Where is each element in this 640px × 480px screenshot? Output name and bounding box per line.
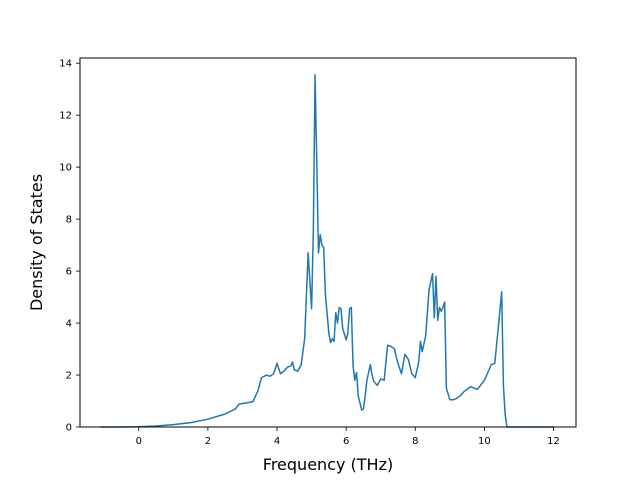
x-tick-label: 2 [205,436,211,447]
x-axis-label: Frequency (THz) [263,455,393,474]
y-axis-label: Density of States [27,174,46,311]
dos-series-line [100,74,554,428]
x-tick-label: 8 [412,436,418,447]
x-tick-label: 10 [478,436,491,447]
y-axis-ticks: 0 2 4 6 8 10 12 14 [59,59,80,434]
plot-area [100,74,554,428]
y-tick-label: 4 [66,319,72,330]
x-tick-label: 4 [274,436,280,447]
axes-frame [79,57,577,428]
y-tick-label: 14 [59,59,72,70]
x-tick-label: 6 [343,436,349,447]
y-tick-label: 12 [59,111,72,122]
x-axis-ticks: 0 2 4 6 8 10 12 [136,427,560,447]
y-tick-label: 2 [66,371,72,382]
x-tick-label: 12 [547,436,560,447]
y-tick-label: 6 [66,267,72,278]
y-tick-label: 8 [66,215,72,226]
y-tick-label: 10 [59,163,72,174]
y-tick-label: 0 [66,423,72,434]
x-tick-label: 0 [136,436,142,447]
